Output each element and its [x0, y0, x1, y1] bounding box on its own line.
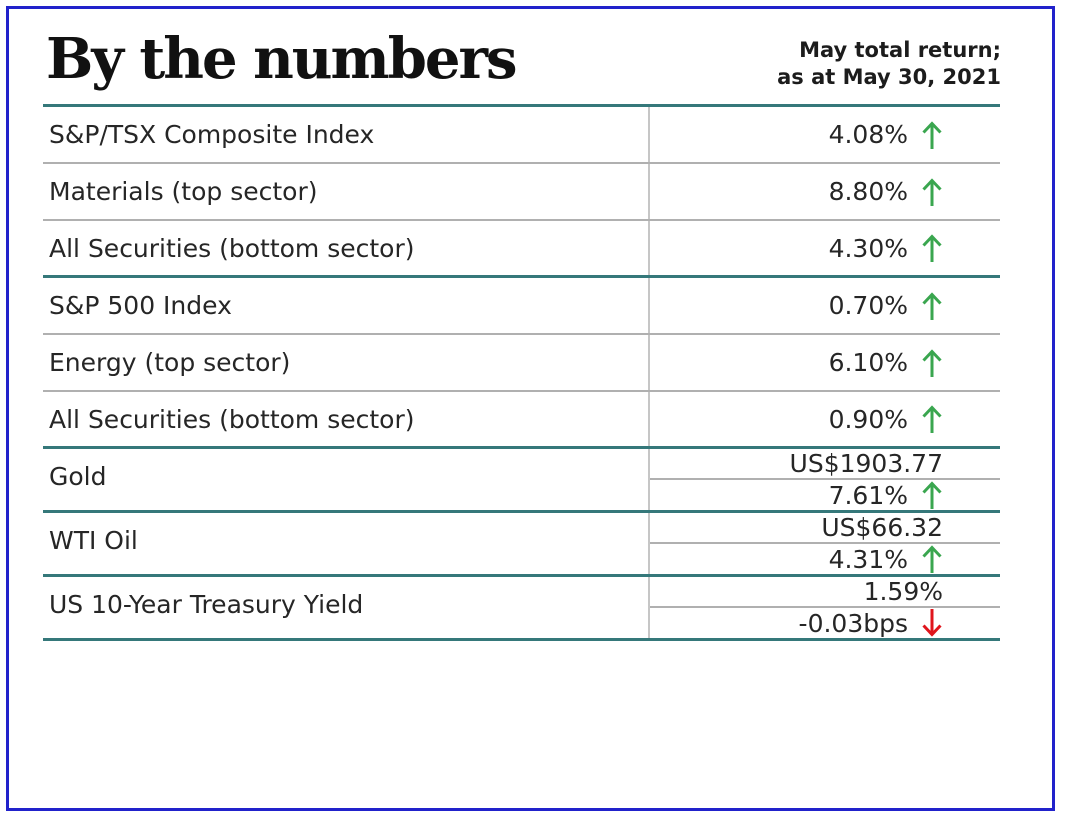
as-at-note-line1: May total return;	[799, 38, 1001, 62]
metric-value-cell: 0.70%	[648, 278, 1000, 333]
metric-value: -0.03bps	[798, 608, 908, 638]
metric-value: 4.30%	[828, 233, 908, 263]
metric-value-cell: US$66.32	[650, 513, 1000, 544]
table-row: S&P 500 Index 0.70%	[43, 278, 1000, 335]
page-title: By the numbers	[46, 26, 518, 92]
metric-value: 7.61%	[828, 480, 908, 510]
metric-value-cell: 1.59%	[650, 577, 1000, 608]
metric-value: US$66.32	[821, 513, 943, 542]
table-row: Energy (top sector) 6.10%	[43, 335, 1000, 392]
table-row: All Securities (bottom sector) 4.30%	[43, 221, 1000, 278]
metric-label: Energy (top sector)	[49, 348, 291, 377]
table-row: Materials (top sector) 8.80%	[43, 164, 1000, 221]
table-row: All Securities (bottom sector) 0.90%	[43, 392, 1000, 449]
metric-value: 6.10%	[828, 348, 908, 377]
metric-value: 1.59%	[863, 577, 943, 606]
metric-label: All Securities (bottom sector)	[49, 404, 415, 434]
value-column: 1.59% -0.03bps	[648, 577, 1000, 638]
metric-label: S&P 500 Index	[49, 291, 232, 320]
value-column: US$1903.77 7.61%	[648, 449, 1000, 510]
down-arrow-icon	[921, 608, 943, 638]
metric-value-cell: -0.03bps	[650, 608, 1000, 638]
metric-label: Materials (top sector)	[49, 177, 318, 206]
up-arrow-icon	[921, 177, 943, 207]
table-row: Gold US$1903.77 7.61%	[43, 449, 1000, 513]
up-arrow-icon	[921, 348, 943, 378]
metric-value: 0.90%	[828, 404, 908, 434]
metric-value-cell: US$1903.77	[650, 449, 1000, 480]
metric-value-cell: 4.31%	[650, 544, 1000, 574]
metric-value-cell: 6.10%	[648, 335, 1000, 390]
metric-value-cell: 8.80%	[648, 164, 1000, 219]
metric-value: 4.08%	[828, 120, 908, 149]
value-column: US$66.32 4.31%	[648, 513, 1000, 574]
metric-value: 8.80%	[828, 177, 908, 206]
metric-value-cell: 7.61%	[650, 480, 1000, 510]
metric-value: 0.70%	[828, 291, 908, 320]
returns-table: S&P/TSX Composite Index 4.08% Materials (t…	[43, 104, 1000, 641]
metric-value-cell: 4.30%	[648, 221, 1000, 275]
table-row: US 10-Year Treasury Yield 1.59% -0.03bps	[43, 577, 1000, 641]
up-arrow-icon	[921, 233, 943, 263]
infographic-frame: By the numbers May total return; as at M…	[6, 6, 1055, 811]
metric-label: S&P/TSX Composite Index	[49, 120, 375, 149]
up-arrow-icon	[921, 480, 943, 510]
up-arrow-icon	[921, 404, 943, 434]
table-row: WTI Oil US$66.32 4.31%	[43, 513, 1000, 577]
metric-label: Gold	[49, 461, 107, 491]
up-arrow-icon	[921, 120, 943, 150]
up-arrow-icon	[921, 291, 943, 321]
metric-label: All Securities (bottom sector)	[49, 233, 415, 263]
metric-value-cell: 0.90%	[648, 392, 1000, 446]
metric-value: 4.31%	[828, 544, 908, 574]
metric-value: US$1903.77	[789, 449, 943, 478]
up-arrow-icon	[921, 544, 943, 574]
metric-value-cell: 4.08%	[648, 107, 1000, 162]
metric-label: WTI Oil	[49, 525, 138, 555]
table-row: S&P/TSX Composite Index 4.08%	[43, 107, 1000, 164]
metric-label: US 10-Year Treasury Yield	[49, 589, 364, 619]
header: By the numbers May total return; as at M…	[46, 27, 1001, 91]
as-at-note: May total return; as at May 30, 2021	[777, 37, 1001, 91]
as-at-note-line2: as at May 30, 2021	[777, 65, 1001, 89]
